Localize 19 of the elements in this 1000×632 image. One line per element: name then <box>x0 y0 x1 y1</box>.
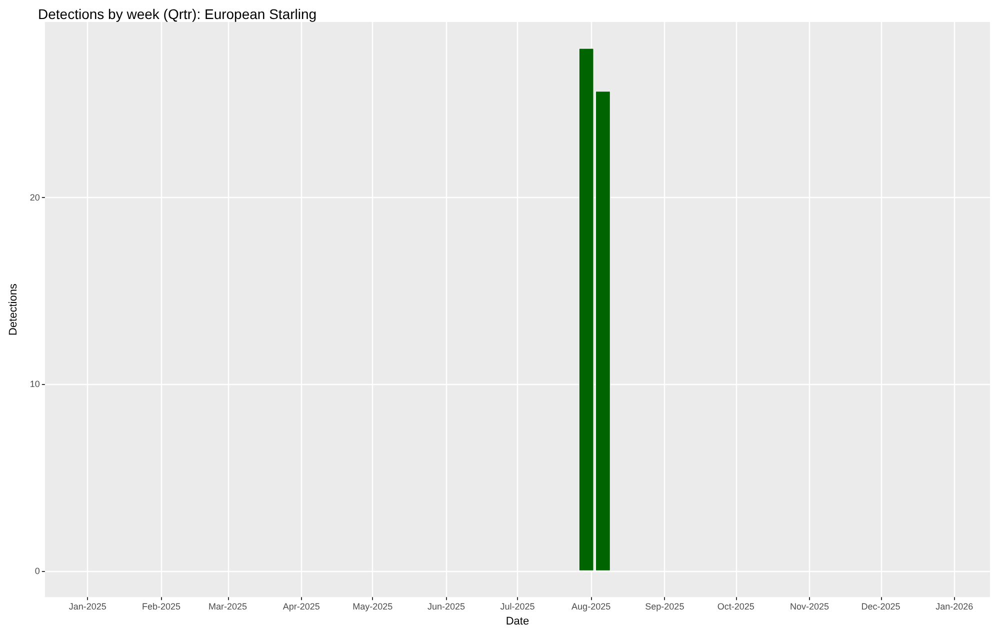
x-tick-label: Jan-2026 <box>936 602 974 612</box>
x-tick-label: Aug-2025 <box>572 602 611 612</box>
y-tick-label: 10 <box>30 379 40 390</box>
x-tick-label: Apr-2025 <box>282 602 320 612</box>
chart-title: Detections by week (Qrtr): European Starling <box>38 6 317 22</box>
x-tick-label: Jul-2025 <box>500 602 535 612</box>
y-axis-title: Detections <box>8 283 20 336</box>
x-axis-title: Date <box>506 616 530 628</box>
y-tick-label: 0 <box>34 566 40 576</box>
y-tick-label: 20 <box>30 192 40 203</box>
x-tick-label: Oct-2025 <box>717 602 754 612</box>
x-tick-label: Nov-2025 <box>790 602 830 612</box>
x-tick-label: May-2025 <box>352 602 393 612</box>
x-tick-label: Sep-2025 <box>645 602 684 612</box>
x-tick-label: Jan-2025 <box>68 602 106 612</box>
x-tick-label: Jun-2025 <box>427 602 465 612</box>
x-tick-label: Feb-2025 <box>142 602 181 612</box>
x-tick-label: Dec-2025 <box>861 602 900 612</box>
x-tick-label: Mar-2025 <box>208 602 248 612</box>
